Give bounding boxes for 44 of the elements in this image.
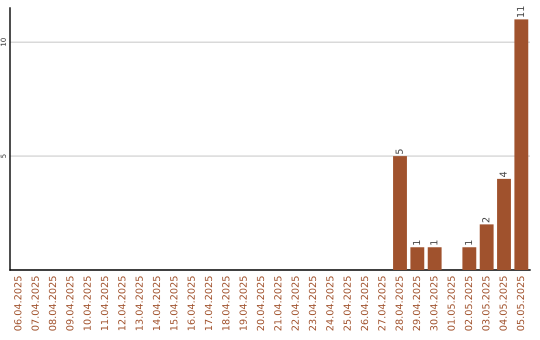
x-tick-label: 23.04.2025 [308, 276, 316, 331]
x-tick-label: 18.04.2025 [222, 276, 230, 330]
x-tick-label: 11.04.2025 [100, 276, 108, 330]
x-tick-label: 16.04.2025 [187, 276, 195, 330]
x-tick-label: 22.04.2025 [291, 276, 299, 331]
bar [462, 247, 476, 270]
x-tick-label: 17.04.2025 [204, 276, 212, 330]
data-label: 4 [500, 172, 507, 178]
data-label: 11 [516, 6, 524, 17]
x-tick-label: 26.04.2025 [360, 276, 368, 331]
x-tick-label: 09.04.2025 [66, 276, 74, 331]
bar [514, 19, 528, 270]
x-tick-label: 15.04.2025 [170, 276, 178, 330]
bar [497, 178, 511, 270]
data-label: 1 [430, 240, 438, 245]
x-tick-label: 03.05.2025 [482, 276, 490, 331]
x-tick-label: 27.04.2025 [378, 276, 386, 331]
x-tick-label: 28.04.2025 [395, 276, 403, 331]
x-tick-label: 08.04.2025 [48, 276, 56, 331]
x-tick-label: 30.04.2025 [430, 276, 438, 330]
x-tick-label: 05.05.2025 [516, 276, 524, 331]
data-label: 1 [464, 240, 472, 245]
x-tick-label: 24.04.2025 [326, 276, 334, 331]
x-tick-label: 29.04.2025 [412, 276, 420, 331]
x-tick-label: 13.04.2025 [135, 276, 143, 330]
x-tick-label: 10.04.2025 [83, 276, 91, 330]
x-tick-label: 19.04.2025 [239, 276, 247, 330]
x-tick-label: 14.04.2025 [152, 276, 160, 330]
x-tick-label: 07.04.2025 [31, 276, 39, 331]
x-tick-label: 25.04.2025 [343, 276, 351, 331]
x-tick-label: 04.05.2025 [499, 276, 507, 331]
x-tick-label: 01.05.2025 [447, 276, 455, 331]
bar [393, 156, 407, 270]
bar [480, 224, 494, 270]
bar [410, 247, 424, 270]
bar [428, 247, 442, 270]
x-tick-label: 20.04.2025 [256, 276, 264, 331]
data-label: 5 [396, 149, 403, 154]
x-tick-label: 21.04.2025 [274, 276, 282, 331]
x-tick-label: 12.04.2025 [118, 276, 126, 330]
x-tick-label: 06.04.2025 [14, 276, 22, 331]
data-label: 2 [482, 218, 490, 222]
data-label: 1 [412, 240, 420, 245]
x-tick-label: 02.05.2025 [464, 276, 472, 331]
